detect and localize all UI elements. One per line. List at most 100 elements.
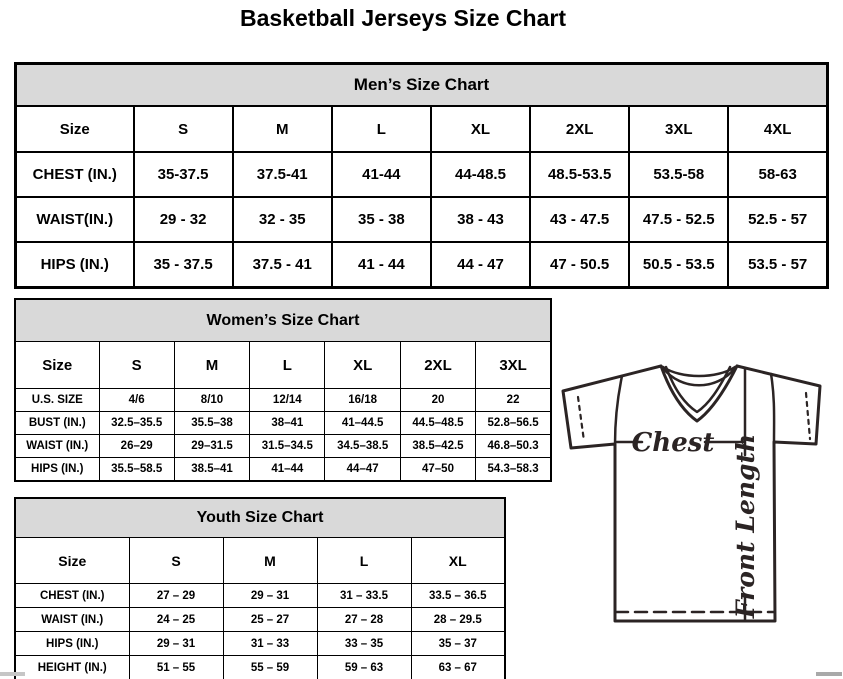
size-value: 52.8–56.5 bbox=[475, 411, 552, 435]
column-header: 3XL bbox=[475, 341, 552, 389]
scrollbar-fragment-left[interactable] bbox=[0, 672, 25, 676]
jersey-diagram-svg: Chest Front Length bbox=[561, 364, 822, 623]
size-value: 63 – 67 bbox=[410, 655, 506, 679]
size-value: 28 – 29.5 bbox=[410, 607, 506, 632]
column-header: M bbox=[222, 537, 318, 584]
size-value: 47.5 - 52.5 bbox=[628, 196, 730, 243]
right-cuff-dashed-line bbox=[804, 391, 812, 441]
size-value: 29 – 31 bbox=[222, 583, 318, 608]
size-value: 38–41 bbox=[249, 411, 326, 435]
chest-label: Chest bbox=[632, 428, 715, 458]
front-length-label: Front Length bbox=[731, 434, 760, 619]
column-header: L bbox=[316, 537, 412, 584]
size-value: 41 - 44 bbox=[330, 241, 432, 289]
column-header: L bbox=[330, 105, 432, 153]
size-value: 38 - 43 bbox=[429, 196, 532, 243]
row-label: HIPS (IN.) bbox=[14, 457, 100, 482]
size-value: 53.5-58 bbox=[628, 151, 730, 198]
size-value: 8/10 bbox=[173, 388, 251, 412]
size-value: 31 – 33.5 bbox=[316, 583, 412, 608]
size-value: 35 - 38 bbox=[330, 196, 432, 243]
size-value: 35.5–38 bbox=[173, 411, 251, 435]
size-value: 52.5 - 57 bbox=[727, 196, 829, 243]
size-value: 44 - 47 bbox=[429, 241, 532, 289]
size-value: 44.5–48.5 bbox=[399, 411, 477, 435]
size-value: 22 bbox=[475, 388, 552, 412]
size-value: 24 – 25 bbox=[128, 607, 224, 632]
row-label: HIPS (IN.) bbox=[14, 241, 135, 289]
size-value: 51 – 55 bbox=[128, 655, 224, 679]
scrollbar-fragment-right[interactable] bbox=[816, 672, 842, 676]
column-header: S bbox=[132, 105, 234, 153]
size-value: 35.5–58.5 bbox=[98, 457, 175, 482]
size-value: 27 – 28 bbox=[316, 607, 412, 632]
column-header: M bbox=[231, 105, 333, 153]
size-value: 29 - 32 bbox=[132, 196, 234, 243]
size-value: 38.5–41 bbox=[173, 457, 251, 482]
column-header: Size bbox=[14, 105, 135, 153]
column-header: XL bbox=[410, 537, 506, 584]
collar-v-outer bbox=[659, 364, 739, 423]
mens-size-chart-table: Men’s Size Chart Size S M L XL 2XL 3XL 4… bbox=[14, 62, 829, 289]
column-header: L bbox=[249, 341, 326, 389]
size-value: 16/18 bbox=[324, 388, 401, 412]
size-value: 41-44 bbox=[330, 151, 432, 198]
column-header: S bbox=[128, 537, 224, 584]
size-value: 37.5-41 bbox=[231, 151, 333, 198]
mens-table-title: Men’s Size Chart bbox=[14, 62, 829, 107]
column-header: 4XL bbox=[727, 105, 829, 153]
size-value: 32.5–35.5 bbox=[98, 411, 175, 435]
row-label: HEIGHT (IN.) bbox=[14, 655, 130, 679]
size-value: 54.3–58.3 bbox=[475, 457, 552, 482]
row-label: WAIST (IN.) bbox=[14, 607, 130, 632]
size-value: 35 – 37 bbox=[410, 631, 506, 656]
size-value: 41–44 bbox=[249, 457, 326, 482]
row-label: WAIST(IN.) bbox=[14, 196, 135, 243]
left-armhole-seam bbox=[613, 374, 624, 446]
size-value: 44-48.5 bbox=[429, 151, 532, 198]
row-label: HIPS (IN.) bbox=[14, 631, 130, 656]
row-label: CHEST (IN.) bbox=[14, 151, 135, 198]
row-label: U.S. SIZE bbox=[14, 388, 100, 412]
column-header: Size bbox=[14, 341, 100, 389]
size-value: 31.5–34.5 bbox=[249, 434, 326, 458]
size-value: 47 - 50.5 bbox=[529, 241, 631, 289]
size-value: 48.5-53.5 bbox=[529, 151, 631, 198]
size-value: 55 – 59 bbox=[222, 655, 318, 679]
size-value: 29 – 31 bbox=[128, 631, 224, 656]
size-value: 35 - 37.5 bbox=[132, 241, 234, 289]
size-value: 41–44.5 bbox=[324, 411, 401, 435]
size-value: 29–31.5 bbox=[173, 434, 251, 458]
size-value: 25 – 27 bbox=[222, 607, 318, 632]
size-value: 47–50 bbox=[399, 457, 477, 482]
size-value: 43 - 47.5 bbox=[529, 196, 631, 243]
size-value: 26–29 bbox=[98, 434, 175, 458]
size-value: 59 – 63 bbox=[316, 655, 412, 679]
size-value: 20 bbox=[399, 388, 477, 412]
collar-v-inner bbox=[664, 365, 732, 414]
size-value: 58-63 bbox=[727, 151, 829, 198]
size-value: 32 - 35 bbox=[231, 196, 333, 243]
size-value: 34.5–38.5 bbox=[324, 434, 401, 458]
jersey-outline bbox=[561, 364, 822, 623]
size-value: 44–47 bbox=[324, 457, 401, 482]
youth-table-title: Youth Size Chart bbox=[14, 497, 506, 538]
size-value: 46.8–50.3 bbox=[475, 434, 552, 458]
column-header: 2XL bbox=[529, 105, 631, 153]
column-header: 3XL bbox=[628, 105, 730, 153]
size-value: 33 – 35 bbox=[316, 631, 412, 656]
column-header: S bbox=[98, 341, 175, 389]
womens-table-title: Women’s Size Chart bbox=[14, 298, 552, 342]
size-value: 31 – 33 bbox=[222, 631, 318, 656]
row-label: CHEST (IN.) bbox=[14, 583, 130, 608]
youth-size-chart-table: Youth Size Chart Size S M L XL CHEST (IN… bbox=[14, 497, 506, 679]
column-header: 2XL bbox=[399, 341, 477, 389]
size-value: 12/14 bbox=[249, 388, 326, 412]
size-value: 35-37.5 bbox=[132, 151, 234, 198]
size-value: 4/6 bbox=[98, 388, 175, 412]
size-value: 33.5 – 36.5 bbox=[410, 583, 506, 608]
size-value: 38.5–42.5 bbox=[399, 434, 477, 458]
jersey-measurement-diagram: Chest Front Length bbox=[558, 358, 840, 630]
right-armhole-seam bbox=[769, 372, 776, 444]
